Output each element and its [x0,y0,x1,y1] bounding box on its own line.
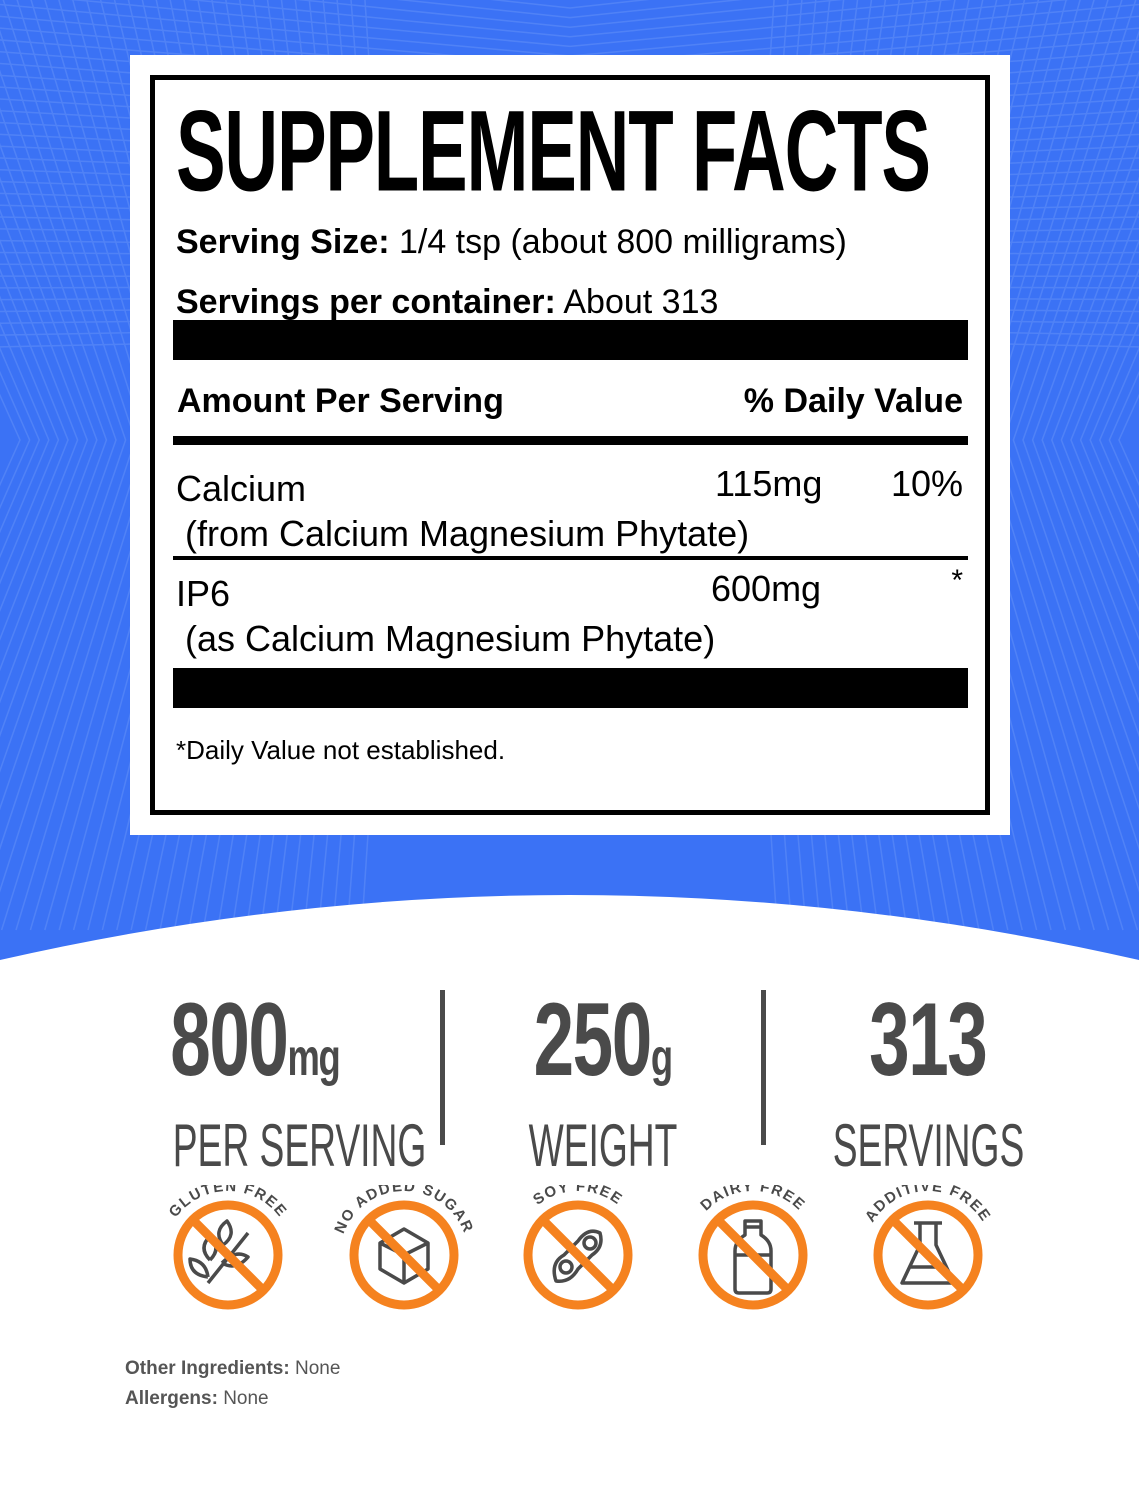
stat-label: SERVINGS [832,1112,1024,1179]
divider-bar [173,668,968,708]
prohibited-circle-icon [873,1200,983,1310]
badge-gluten-free: GLUTEN FREE [148,1185,308,1335]
stat-unit: g [651,1029,673,1087]
nutrient-source: (as Calcium Magnesium Phytate) [185,618,716,659]
prohibited-slash [889,1216,967,1294]
badge-no-added-sugar: NO ADDED SUGAR [324,1185,484,1335]
stat-divider [440,990,445,1145]
divider-thin [173,556,968,560]
amount-header: Amount Per Serving [177,382,504,420]
panel-title: SUPPLEMENT FACTS [176,87,931,216]
nutrient-name: IP6 [176,573,231,614]
nutrient-amount: 115mg [715,463,823,504]
other-ingredients: Other Ingredients: None [125,1358,341,1379]
soybean-icon [552,1229,603,1283]
facts-border: SUPPLEMENT FACTS Serving Size: 1/4 tsp (… [150,75,990,815]
prohibited-circle-icon [173,1200,283,1310]
stat-servings: 313 SERVINGS [768,988,1088,1179]
badge-label: DAIRY FREE [697,1185,808,1214]
nutrient-amount: 600mg [711,568,822,609]
allergens: Allergens: None [125,1388,269,1409]
badge-dairy-free: DAIRY FREE [673,1185,833,1335]
supplement-facts-panel: SUPPLEMENT FACTS Serving Size: 1/4 tsp (… [130,55,1010,835]
prohibited-slash [714,1216,792,1294]
stat-value: 250 [533,982,653,1098]
nutrient-name: Calcium [176,468,307,509]
prohibited-slash [539,1216,617,1294]
stat-label: PER SERVING [172,1112,427,1179]
stat-value: 800 [170,982,289,1098]
stat-value: 313 [869,982,988,1098]
badge-additive-free: ADDITIVE FREE [848,1185,1008,1335]
badge-soy-free: SOY FREE [498,1185,658,1335]
prohibited-circle-icon [523,1200,633,1310]
stat-weight: 250g WEIGHT [443,988,763,1179]
nutrient-dv: 10% [890,463,963,504]
nutrient-dv: * [951,564,963,597]
prohibited-circle-icon [698,1200,808,1310]
prohibited-circle-icon [349,1200,459,1310]
daily-value-header: % Daily Value [743,382,963,420]
servings-per-container: Servings per container: About 313 [176,283,719,321]
stat-per-serving: 800mg PER SERVING [95,988,426,1176]
divider-bar [173,320,968,360]
footnote: *Daily Value not established. [176,735,506,765]
nutrient-source: (from Calcium Magnesium Phytate) [185,513,750,554]
divider-thick [173,436,968,445]
prohibited-slash [365,1216,443,1294]
stat-divider [761,990,766,1145]
prohibited-slash [189,1216,267,1294]
stat-label: WEIGHT [528,1112,678,1179]
stat-unit: mg [287,1029,341,1087]
serving-size: Serving Size: 1/4 tsp (about 800 milligr… [176,223,847,261]
